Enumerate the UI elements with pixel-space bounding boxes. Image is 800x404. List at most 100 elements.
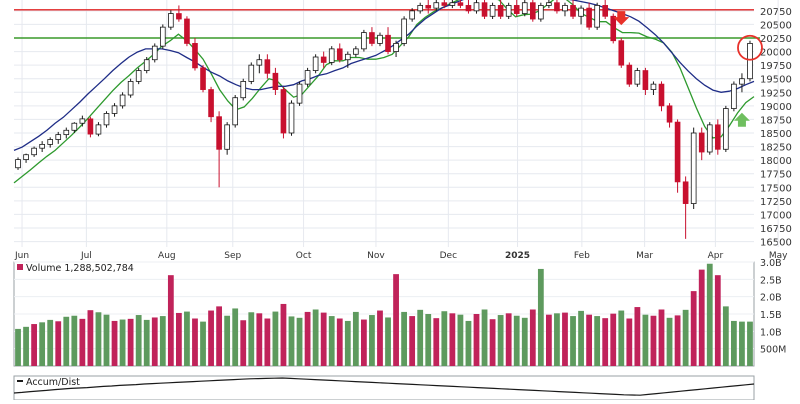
volume-bar bbox=[159, 316, 166, 366]
volume-bar bbox=[192, 318, 198, 366]
candle-body bbox=[586, 7, 592, 28]
candle-body bbox=[192, 43, 198, 69]
volume-bar bbox=[594, 316, 601, 366]
candle-body bbox=[747, 43, 753, 80]
volume-bar bbox=[175, 312, 182, 366]
candle-body bbox=[127, 81, 134, 96]
volume-bar bbox=[87, 310, 94, 366]
candle-body bbox=[425, 5, 432, 9]
down-arrow-icon bbox=[613, 11, 630, 26]
volume-tick-label: 3.0B bbox=[760, 258, 782, 269]
volume-bar bbox=[529, 309, 536, 366]
volume-bar bbox=[489, 319, 496, 366]
volume-bar bbox=[216, 306, 223, 366]
volume-bar bbox=[618, 310, 625, 366]
volume-bar bbox=[441, 311, 448, 366]
candle-body bbox=[618, 40, 625, 66]
up-arrow-icon bbox=[733, 112, 750, 127]
candle-body bbox=[344, 53, 351, 61]
volume-bar bbox=[296, 317, 303, 366]
candle-body bbox=[312, 56, 319, 71]
candle-body bbox=[208, 89, 214, 118]
volume-bar bbox=[336, 318, 343, 366]
candle-body bbox=[55, 134, 62, 140]
candle-body bbox=[674, 121, 681, 183]
candle-body bbox=[682, 181, 689, 204]
volume-bar bbox=[167, 275, 174, 366]
volume-tick-label: 500M bbox=[760, 345, 786, 356]
volume-bar bbox=[545, 314, 552, 366]
volume-bar bbox=[111, 320, 118, 366]
candle-body bbox=[119, 94, 126, 107]
volume-bar bbox=[650, 315, 657, 366]
volume-bar bbox=[119, 319, 126, 366]
volume-bar bbox=[433, 318, 440, 366]
candle-body bbox=[449, 2, 456, 6]
candle-body bbox=[135, 70, 142, 82]
volume-bar bbox=[280, 303, 287, 366]
candle-body bbox=[71, 122, 78, 131]
candle-body bbox=[723, 108, 729, 150]
price-tick-label: 19500 bbox=[760, 75, 792, 86]
candle-body bbox=[626, 64, 633, 85]
candle-body bbox=[578, 7, 584, 17]
accum-dist-legend-swatch bbox=[17, 380, 23, 382]
date-label: Dec bbox=[440, 251, 457, 261]
candle-body bbox=[457, 2, 464, 6]
volume-bar bbox=[537, 268, 544, 366]
volume-panel: 3.0B 2.5B 2.0B 1.5B 1.0B 500M Volume 1,288,502… bbox=[13, 258, 786, 367]
volume-bar bbox=[610, 313, 617, 366]
volume-bar bbox=[690, 291, 697, 366]
volume-bar bbox=[39, 322, 46, 366]
candle-body bbox=[256, 59, 263, 66]
volume-bar bbox=[23, 326, 29, 366]
price-tick-label: 19750 bbox=[760, 61, 792, 72]
highlight-circle bbox=[737, 34, 763, 61]
volume-bar bbox=[232, 308, 239, 366]
volume-bar bbox=[505, 313, 512, 366]
candle-body bbox=[714, 124, 721, 150]
candle-body bbox=[87, 118, 94, 135]
price-plot-area bbox=[14, 0, 754, 247]
candle-body bbox=[280, 89, 287, 134]
candle-body bbox=[15, 159, 21, 169]
candle-body bbox=[441, 2, 448, 6]
candle-body bbox=[505, 5, 512, 17]
short-ma-line bbox=[13, 0, 755, 184]
candle-body bbox=[433, 2, 440, 9]
volume-bar bbox=[320, 312, 327, 366]
candle-body bbox=[159, 26, 166, 47]
volume-bar bbox=[47, 319, 54, 366]
volume-bar bbox=[200, 321, 206, 366]
volume-bar bbox=[401, 311, 408, 366]
candle-body bbox=[602, 5, 609, 17]
volume-tick-label: 2.5B bbox=[760, 275, 782, 286]
volume-bar bbox=[570, 316, 576, 366]
price-tick-label: 20000 bbox=[760, 48, 792, 59]
candle-body bbox=[31, 147, 37, 156]
candle-body bbox=[570, 5, 576, 17]
price-tick-label: 18500 bbox=[760, 129, 792, 140]
volume-bar bbox=[457, 314, 464, 366]
volume-bar bbox=[674, 315, 681, 366]
candle-body bbox=[610, 15, 617, 42]
volume-bar bbox=[304, 311, 311, 366]
candle-body bbox=[739, 78, 745, 85]
candle-body bbox=[401, 18, 407, 44]
date-label: 2025 bbox=[505, 251, 530, 261]
volume-legend-swatch bbox=[17, 264, 23, 270]
volume-bar bbox=[497, 315, 504, 366]
volume-bar bbox=[730, 320, 737, 366]
candle-body bbox=[47, 139, 54, 145]
accum-dist-panel: Accum/Dist bbox=[13, 375, 755, 401]
price-tick-label: 17500 bbox=[760, 183, 792, 194]
volume-tick-label: 1.0B bbox=[760, 327, 782, 338]
volume-bar bbox=[328, 316, 335, 366]
date-label: Mar bbox=[636, 251, 653, 261]
volume-bar bbox=[554, 313, 560, 366]
candle-body bbox=[23, 154, 29, 160]
volume-bar bbox=[344, 320, 351, 366]
candle-body bbox=[698, 132, 705, 153]
volume-bar bbox=[666, 317, 673, 366]
